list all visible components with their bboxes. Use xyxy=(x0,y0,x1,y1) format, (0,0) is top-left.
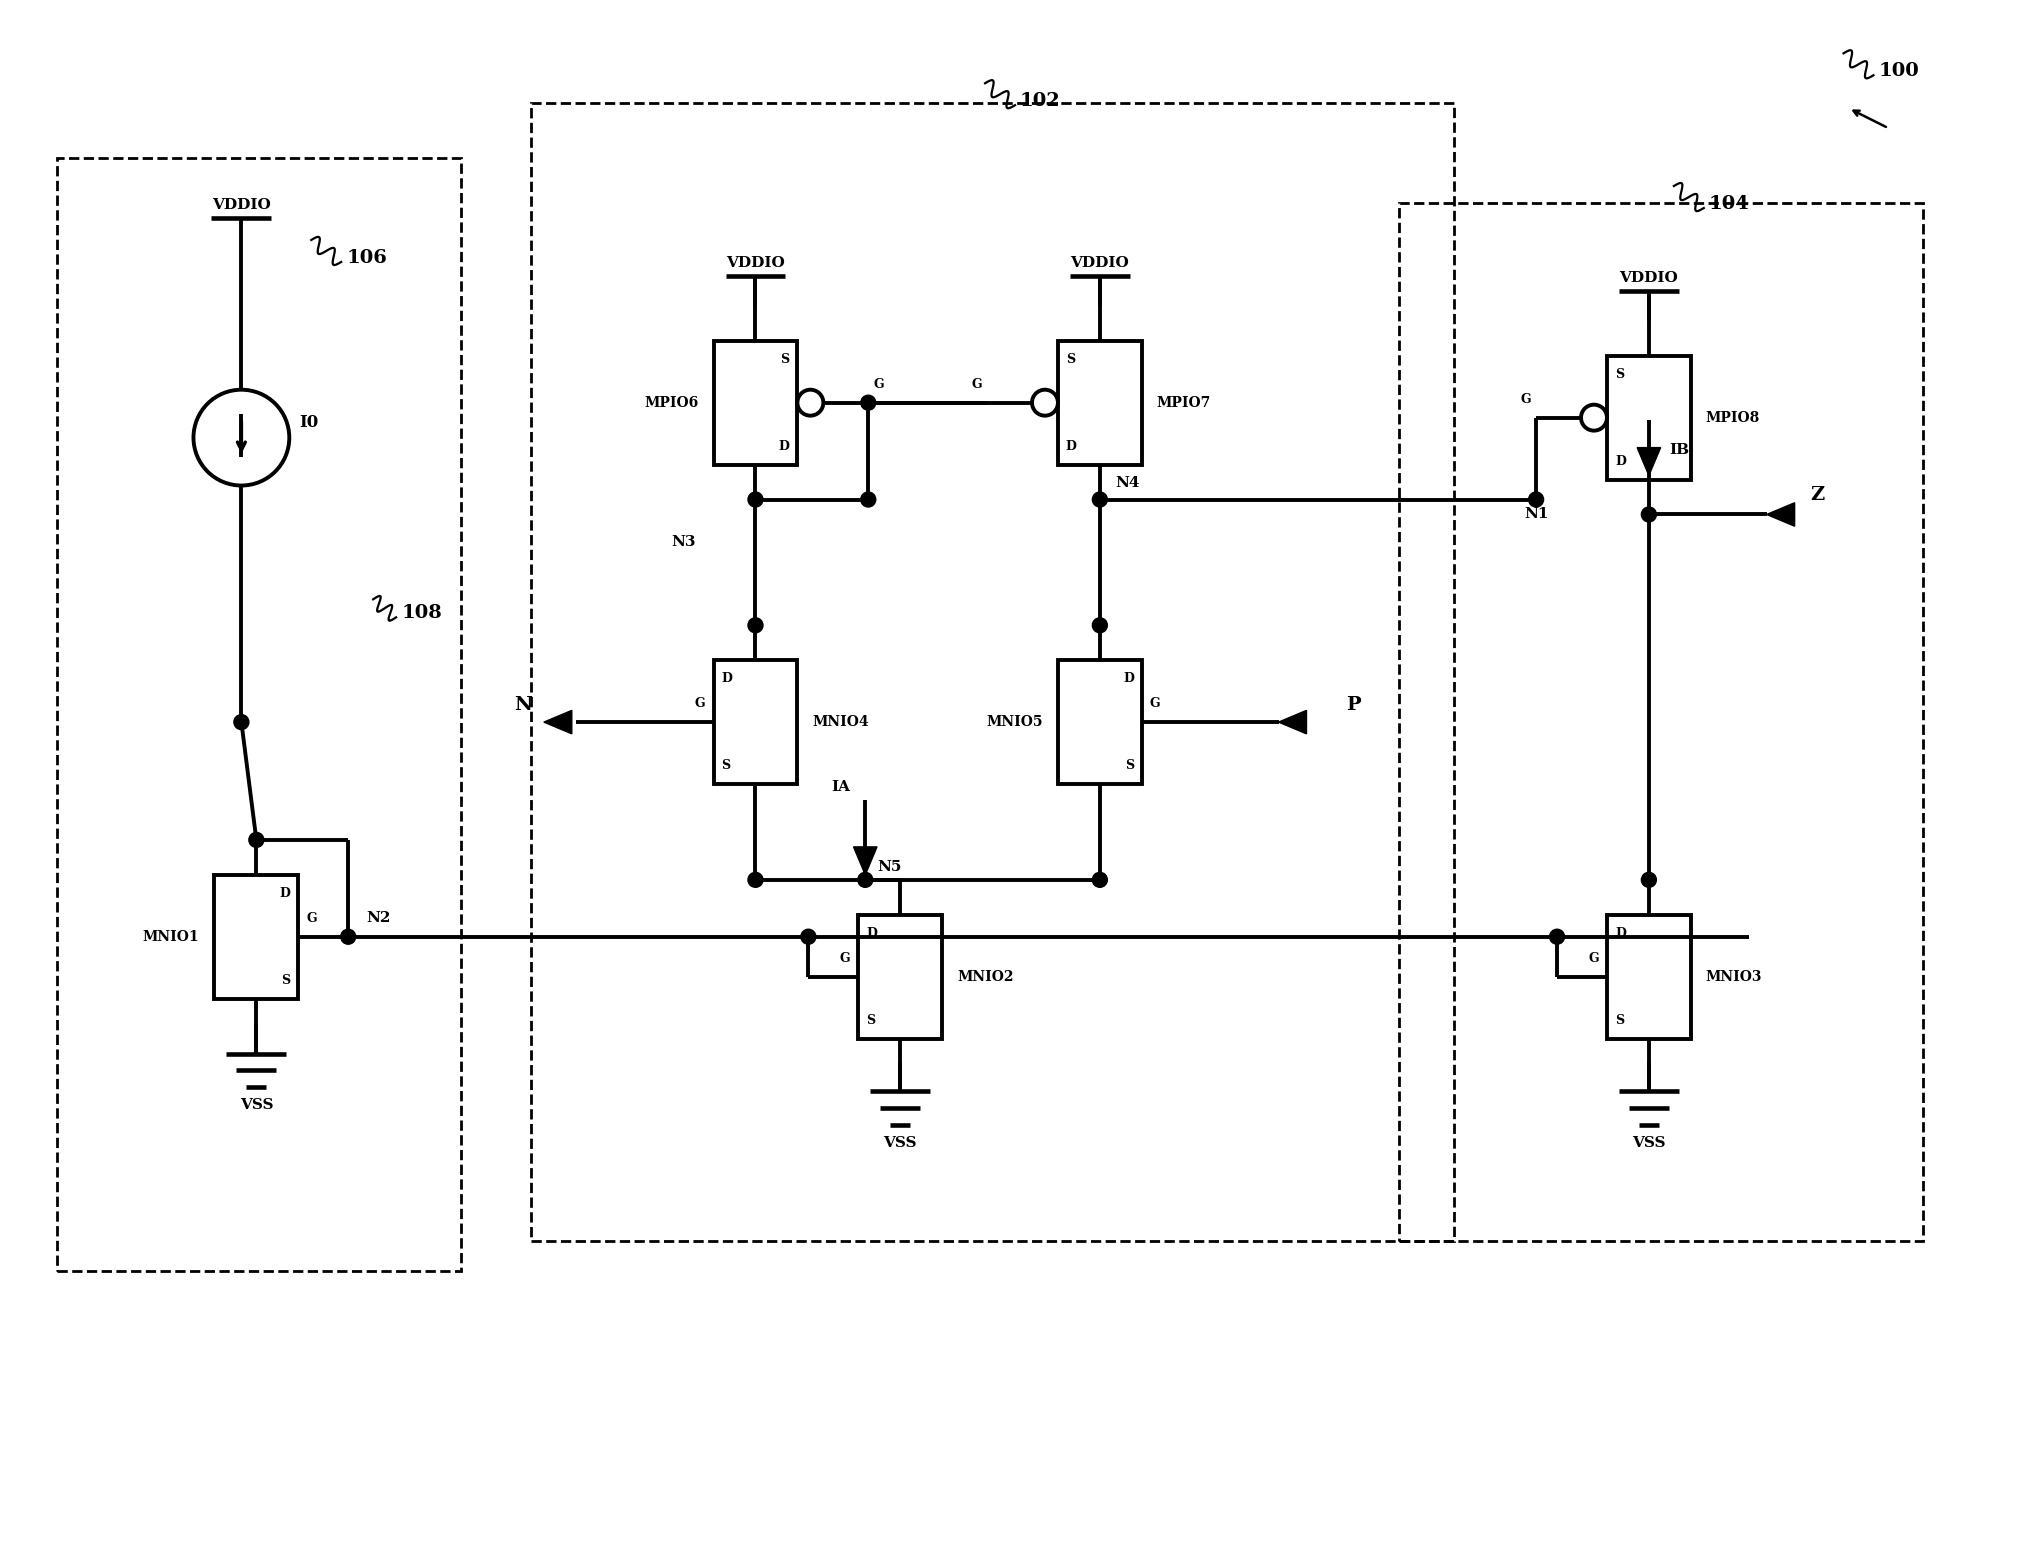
Text: D: D xyxy=(721,672,731,685)
Bar xyxy=(1399,204,1922,1241)
Polygon shape xyxy=(543,710,572,733)
Circle shape xyxy=(858,873,872,887)
Text: VDDIO: VDDIO xyxy=(1071,255,1130,270)
Text: N: N xyxy=(515,696,531,715)
Text: P: P xyxy=(1346,696,1361,715)
Text: D: D xyxy=(1124,672,1134,685)
Text: VSS: VSS xyxy=(239,1098,274,1113)
Text: S: S xyxy=(780,353,789,365)
Text: N3: N3 xyxy=(670,536,695,550)
Text: G: G xyxy=(1587,951,1600,965)
Text: 106: 106 xyxy=(345,249,386,266)
Bar xyxy=(713,340,797,464)
Circle shape xyxy=(1093,873,1107,887)
Text: D: D xyxy=(1614,454,1626,467)
Text: G: G xyxy=(1520,393,1530,406)
Bar xyxy=(1058,660,1142,784)
Circle shape xyxy=(249,832,264,848)
Text: VDDIO: VDDIO xyxy=(1620,271,1677,285)
Text: S: S xyxy=(721,758,731,773)
Text: 100: 100 xyxy=(1878,63,1918,80)
Bar xyxy=(57,158,462,1271)
Text: D: D xyxy=(1066,440,1077,453)
Text: MNIO4: MNIO4 xyxy=(813,715,868,729)
Text: S: S xyxy=(866,1014,874,1026)
Text: S: S xyxy=(1614,368,1624,381)
Text: N5: N5 xyxy=(876,860,901,874)
Text: Z: Z xyxy=(1810,486,1824,505)
Text: 104: 104 xyxy=(1708,194,1749,213)
Text: VDDIO: VDDIO xyxy=(212,197,272,212)
Text: VSS: VSS xyxy=(1632,1136,1665,1150)
Circle shape xyxy=(860,492,876,508)
Text: 108: 108 xyxy=(400,605,441,622)
Text: N2: N2 xyxy=(366,910,390,925)
Text: MNIO3: MNIO3 xyxy=(1706,970,1763,984)
Polygon shape xyxy=(1279,710,1305,733)
Circle shape xyxy=(860,395,876,411)
Text: G: G xyxy=(306,912,317,925)
Circle shape xyxy=(1093,492,1107,508)
Polygon shape xyxy=(1636,448,1661,475)
Bar xyxy=(531,103,1455,1241)
Polygon shape xyxy=(1767,503,1794,527)
Bar xyxy=(1058,340,1142,464)
Text: G: G xyxy=(1150,697,1160,710)
Circle shape xyxy=(801,929,815,945)
Text: MNIO1: MNIO1 xyxy=(143,929,200,943)
Text: G: G xyxy=(840,951,850,965)
Bar xyxy=(1608,915,1692,1039)
Text: VDDIO: VDDIO xyxy=(725,255,785,270)
Text: N4: N4 xyxy=(1115,475,1140,489)
Text: IB: IB xyxy=(1669,442,1690,456)
Bar xyxy=(713,660,797,784)
Bar xyxy=(858,915,942,1039)
Text: IA: IA xyxy=(832,780,850,794)
Circle shape xyxy=(748,873,762,887)
Circle shape xyxy=(1641,873,1657,887)
Text: D: D xyxy=(1614,926,1626,940)
Text: D: D xyxy=(280,887,290,899)
Bar xyxy=(215,874,298,998)
Text: MPIO6: MPIO6 xyxy=(644,396,699,409)
Text: S: S xyxy=(1126,758,1134,773)
Bar xyxy=(1608,356,1692,480)
Circle shape xyxy=(341,929,355,945)
Circle shape xyxy=(1528,492,1545,508)
Circle shape xyxy=(748,492,762,508)
Text: S: S xyxy=(1066,353,1075,365)
Text: 102: 102 xyxy=(1019,92,1060,110)
Text: VSS: VSS xyxy=(883,1136,917,1150)
Polygon shape xyxy=(854,846,876,874)
Text: D: D xyxy=(778,440,789,453)
Text: N1: N1 xyxy=(1524,508,1549,522)
Text: MNIO2: MNIO2 xyxy=(956,970,1013,984)
Circle shape xyxy=(1093,617,1107,633)
Text: MPIO7: MPIO7 xyxy=(1156,396,1211,409)
Text: G: G xyxy=(695,697,705,710)
Text: D: D xyxy=(866,926,876,940)
Circle shape xyxy=(1549,929,1565,945)
Text: MNIO5: MNIO5 xyxy=(987,715,1044,729)
Circle shape xyxy=(748,617,762,633)
Text: I0: I0 xyxy=(298,414,319,431)
Text: S: S xyxy=(282,973,290,987)
Circle shape xyxy=(1641,508,1657,522)
Circle shape xyxy=(233,715,249,730)
Text: G: G xyxy=(872,378,885,390)
Text: S: S xyxy=(1614,1014,1624,1026)
Text: MPIO8: MPIO8 xyxy=(1706,411,1759,425)
Text: G: G xyxy=(970,378,983,390)
